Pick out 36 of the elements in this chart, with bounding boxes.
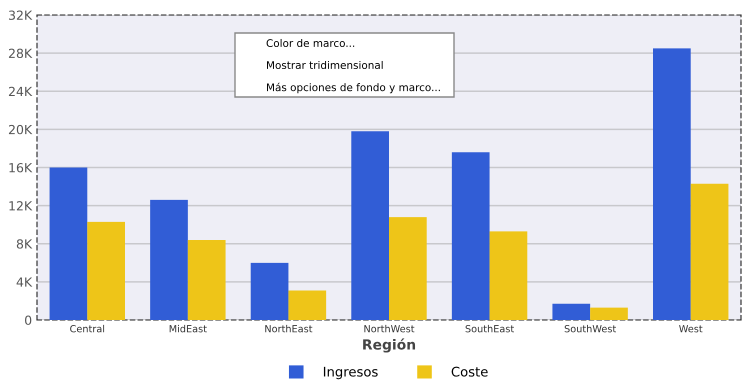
x-axis-title: Región (363, 338, 416, 353)
bar (351, 131, 389, 320)
bar (250, 262, 288, 320)
bar (653, 48, 691, 320)
bar (552, 304, 590, 320)
x-tick-label: Central (70, 324, 104, 332)
y-tick-label: 20K (8, 124, 32, 134)
bar (87, 222, 125, 320)
y-tick-label: 16K (9, 162, 32, 172)
bar (50, 168, 88, 320)
bar (690, 184, 728, 320)
y-tick-label: 24K (8, 86, 32, 96)
y-tick-label: 0 (25, 315, 32, 325)
bar (288, 290, 326, 320)
y-tick-label: 32K (8, 10, 32, 20)
y-tick-label: 12K (9, 201, 32, 210)
bar (150, 200, 188, 320)
legend-label: Coste (452, 366, 488, 377)
annotation: Color de marco... (266, 38, 354, 48)
bar (389, 217, 427, 320)
y-tick-label: 4K (16, 278, 32, 287)
y-tick-label: 28K (8, 48, 32, 58)
y-tick-label: 8K (16, 239, 32, 249)
bar (452, 152, 490, 320)
annotation: Más opciones de fondo y marco... (267, 82, 440, 94)
legend-label: Ingresos (324, 366, 378, 380)
annotation: Mostrar tridimensional (267, 60, 383, 70)
x-tick-label: NorthWest (364, 324, 414, 332)
x-tick-label: MidEast (170, 324, 207, 332)
x-tick-label: NorthEast (265, 324, 312, 332)
bar (188, 240, 226, 320)
bar (490, 231, 528, 320)
x-tick-label: SouthEast (466, 324, 514, 332)
bar (590, 308, 628, 320)
x-tick-label: West (679, 325, 702, 332)
x-tick-label: SouthWest (564, 324, 616, 332)
